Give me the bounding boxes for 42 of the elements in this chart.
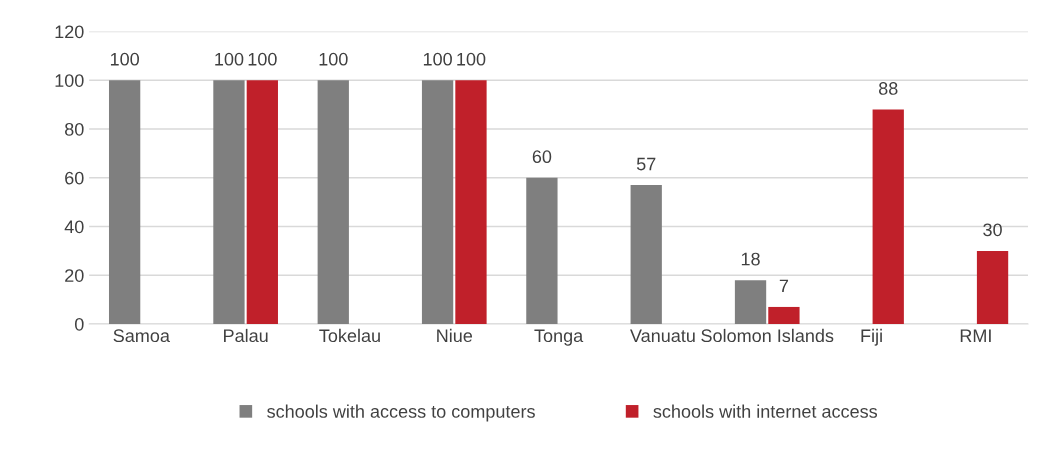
x-tick-label: Fiji (861, 328, 882, 346)
bar (734, 280, 767, 324)
y-tick-label: 100 (55, 74, 84, 87)
data-label: 88 (878, 82, 898, 95)
y-tick-label: 60 (65, 171, 84, 185)
bar (976, 250, 1009, 324)
data-label: 100 (319, 52, 348, 66)
y-tick-label: 0 (74, 317, 84, 331)
bar (630, 185, 662, 324)
y-tick-label: 80 (65, 122, 84, 136)
bar (455, 80, 487, 324)
bar (421, 80, 454, 324)
bar (213, 80, 245, 324)
x-tick-label: Tonga (534, 329, 584, 346)
y-tick-label: 40 (64, 220, 84, 234)
data-label: 100 (423, 52, 452, 66)
data-label: 7 (779, 279, 789, 293)
bar (246, 80, 278, 324)
y-tick-label: 20 (65, 269, 84, 282)
bar (526, 177, 558, 324)
data-label: 18 (741, 252, 760, 266)
data-label: 57 (636, 157, 656, 171)
bar (108, 80, 141, 324)
bar (317, 80, 349, 324)
x-tick-label: Vanuatu (630, 329, 695, 343)
legend-label: schools with access to computers (267, 404, 535, 422)
bar (768, 306, 800, 324)
bar (872, 109, 904, 324)
y-tick-label: 120 (55, 25, 84, 39)
data-label: 30 (983, 223, 1002, 237)
data-label: 60 (532, 150, 552, 164)
data-label: 100 (248, 52, 277, 66)
x-tick-label: Palau (224, 328, 268, 343)
data-label: 100 (215, 52, 244, 66)
x-tick-label: Niue (437, 328, 473, 343)
x-tick-label: RMI (960, 329, 991, 342)
x-tick-label: Solomon Islands (701, 328, 834, 343)
legend-label: schools with internet access (653, 404, 878, 418)
data-label: 100 (110, 52, 139, 66)
x-tick-label: Samoa (113, 329, 170, 343)
data-label: 100 (457, 52, 486, 66)
x-tick-label: Tokelau (319, 328, 380, 343)
